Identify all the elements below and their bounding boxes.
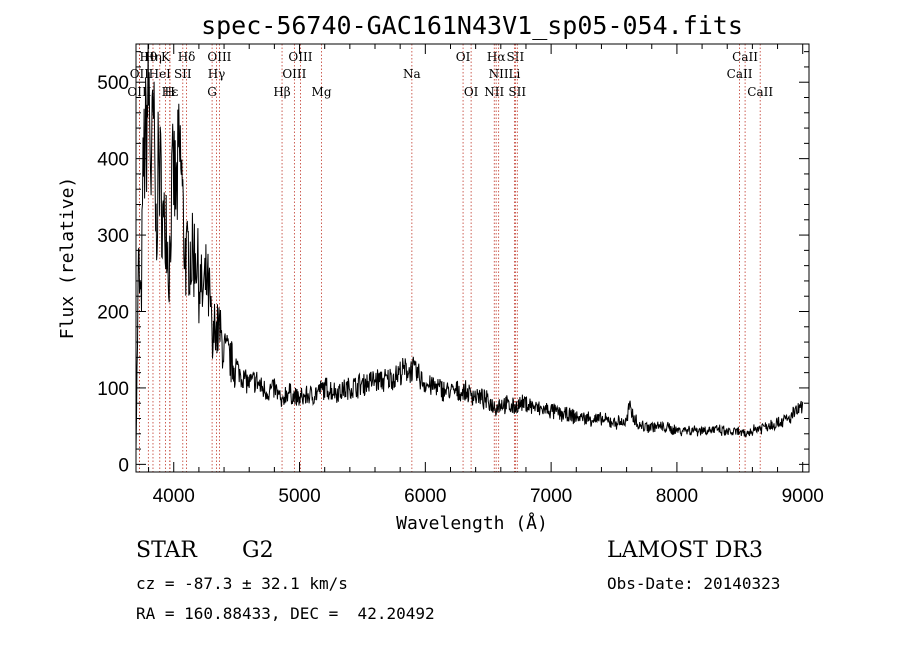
spectral-line-label: OI: [456, 50, 471, 64]
spectral-line-label: CaII: [727, 67, 753, 81]
spectral-line-label: Hδ: [178, 50, 196, 64]
x-tick-label: 9000: [782, 486, 824, 507]
spectral-line-label: OII: [130, 67, 150, 81]
y-tick-label: 300: [97, 226, 129, 247]
y-tick-label: 100: [97, 379, 129, 400]
spectral-line-label: H: [164, 85, 174, 99]
spectral-line-label: Hη: [144, 50, 162, 64]
redshift-value: cz = -87.3 ± 32.1 km/s: [136, 574, 348, 593]
plot-frame: [135, 43, 810, 473]
spectral-line-label: Na: [403, 67, 421, 81]
x-tick-label: 7000: [530, 486, 572, 507]
x-tick-label: 6000: [404, 486, 446, 507]
y-axis-label: Flux (relative): [57, 177, 78, 340]
spectral-line-label: K: [161, 50, 171, 64]
chart-title: spec-56740-GAC161N43V1_sp05-054.fits: [201, 11, 743, 40]
object-subclass: G2: [242, 538, 274, 563]
spectral-line-label: Hβ: [273, 85, 290, 99]
y-tick-label: 200: [97, 303, 129, 324]
flux-series-line: [135, 43, 804, 451]
survey-name: LAMOST DR3: [607, 538, 763, 563]
spectral-line-label: CaII: [747, 85, 773, 99]
spectral-line-label: OI: [464, 85, 479, 99]
y-tick-label: 500: [97, 73, 129, 94]
object-class: STAR: [136, 538, 197, 563]
spectral-line-label: Hε: [162, 85, 179, 99]
spectral-line-label: NII: [489, 67, 509, 81]
spectral-line-label: SII: [507, 50, 525, 64]
spectral-line-label: Hγ: [208, 67, 226, 81]
spectral-line-label: HeI: [149, 67, 172, 81]
series-layer: [135, 43, 804, 451]
x-tick-label: 8000: [656, 486, 698, 507]
obs-date: Obs-Date: 20140323: [607, 574, 781, 593]
x-axis-label: Wavelength (Å): [396, 512, 548, 534]
x-tick-label: 5000: [278, 486, 320, 507]
spectral-line-label: G: [207, 85, 217, 99]
spectral-line-label: OIII: [288, 50, 312, 64]
spectral-line-label: OIII: [282, 67, 306, 81]
spectral-line-label: CaII: [732, 50, 758, 64]
spectral-line-label: Hα: [487, 50, 506, 64]
spectral-line-label: SII: [508, 85, 526, 99]
x-tick-label: 4000: [153, 486, 195, 507]
y-tick-label: 0: [118, 455, 129, 476]
coordinates: RA = 160.88433, DEC = 42.20492: [136, 604, 435, 623]
spectral-line-label: Mg: [312, 85, 332, 99]
spectral-line-label: Li: [508, 67, 520, 81]
spectral-line-label: OIII: [207, 50, 231, 64]
y-tick-label: 400: [97, 150, 129, 171]
axis-ticks: 4000 5000 6000 7000 8000 9000 0 100 200 300 400 500: [97, 44, 824, 507]
spectral-line-label: SII: [174, 67, 192, 81]
spectral-line-label: NII: [484, 85, 504, 99]
